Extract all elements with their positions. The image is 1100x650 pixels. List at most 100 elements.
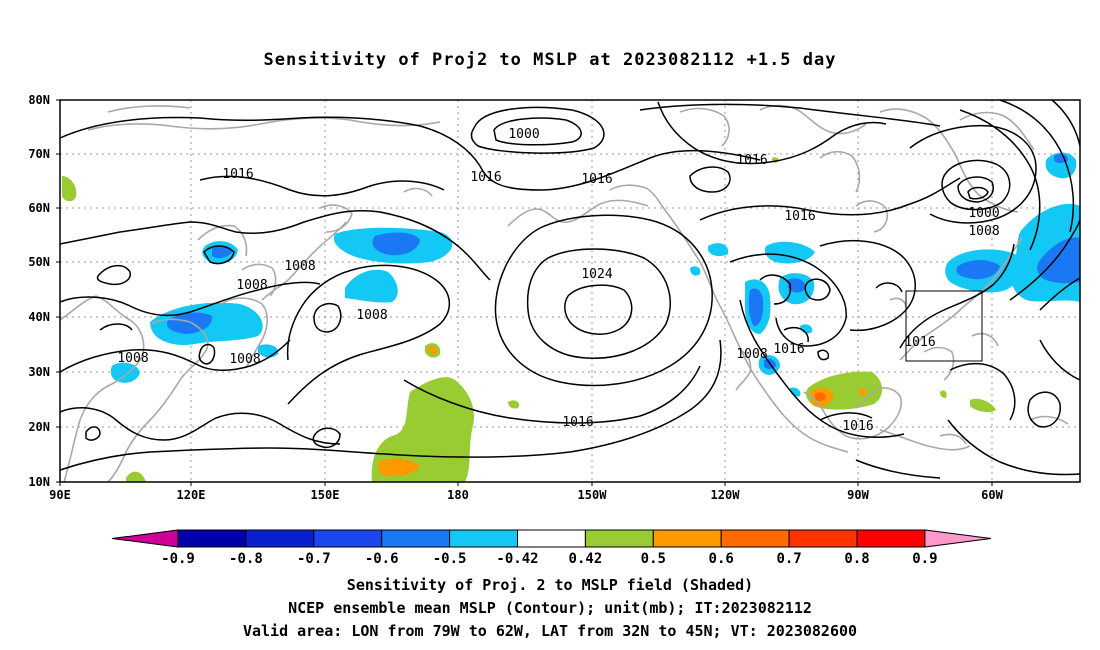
- contour-line: [198, 343, 216, 365]
- contour-line: [59, 339, 722, 471]
- contour-label: 1008: [229, 352, 260, 367]
- contour-line: [759, 274, 792, 305]
- lon-labels: 90E 120E 150E 180 150W 120W 90W 60W: [49, 488, 1003, 502]
- contour-label: 1008: [284, 259, 315, 274]
- caption-line-1: Sensitivity of Proj. 2 to MSLP field (Sh…: [346, 576, 754, 594]
- contour-label: 1008: [117, 351, 148, 366]
- lon-tick-label: 120E: [177, 488, 206, 502]
- shade-negative: [788, 278, 806, 293]
- contour-line: [59, 339, 291, 373]
- contour-label: 1016: [842, 419, 873, 434]
- contour-line: [689, 166, 731, 193]
- contour-label: 1008: [356, 308, 387, 323]
- contour-line: [493, 117, 582, 146]
- sensitivity-shading: [62, 152, 1080, 482]
- lon-tick-label: 150W: [578, 488, 608, 502]
- contour-line: [1039, 339, 1081, 381]
- map-frame: [59, 99, 1081, 483]
- mslp-contours: [59, 99, 1081, 479]
- lat-labels: 80N 70N 60N 50N 40N 30N 20N 10N: [28, 93, 50, 489]
- shade-positive: [378, 458, 420, 476]
- contour-label: 1016: [222, 167, 253, 182]
- colorbar-segment: [720, 529, 790, 548]
- lon-tick-label: 60W: [981, 488, 1003, 502]
- contour-line: [59, 407, 341, 445]
- contour-line: [639, 103, 941, 127]
- contour-line: [1009, 219, 1081, 301]
- contour-line: [875, 282, 903, 293]
- lat-tick-label: 60N: [28, 201, 50, 215]
- colorbar-segment: [652, 529, 722, 548]
- shade-negative: [345, 269, 398, 303]
- contour-line: [699, 177, 961, 221]
- contour-line: [1039, 277, 1081, 311]
- contour-line: [739, 299, 905, 439]
- colorbar-label: 0.5: [641, 551, 666, 567]
- captions: Sensitivity of Proj. 2 to MSLP field (Sh…: [0, 574, 1100, 643]
- contour-line: [312, 427, 341, 448]
- colorbar-label: 0.9: [912, 551, 937, 567]
- contour-labels: 1000 1016 1016 1016 1016 1016 1008 1008 …: [117, 127, 999, 434]
- shade-negative: [1037, 237, 1080, 284]
- contour-line: [85, 426, 101, 441]
- shade-positive: [62, 176, 77, 202]
- contour-line: [564, 284, 633, 335]
- contour-line: [199, 175, 445, 197]
- colorbar-segment: [449, 529, 519, 548]
- contour-line: [403, 365, 701, 424]
- colorbar-label: -0.9: [161, 551, 195, 567]
- colorbar-segment: [313, 529, 383, 548]
- colorbar-segment: [856, 529, 926, 548]
- colorbar-segment: [788, 529, 858, 548]
- contour-label: 1008: [736, 347, 767, 362]
- lon-tick-label: 180: [447, 488, 469, 502]
- contour-line: [470, 106, 605, 154]
- contour-line: [59, 281, 321, 317]
- colorbar-label: -0.7: [297, 551, 331, 567]
- contour-label: 1016: [773, 342, 804, 357]
- shade-negative: [690, 266, 701, 276]
- valid-area-box: [905, 290, 983, 362]
- contour-line: [909, 124, 1037, 224]
- contour-label: 1000: [968, 206, 999, 221]
- contour-line: [957, 176, 994, 203]
- colorbar-label: -0.5: [433, 551, 467, 567]
- colorbar-label: 0.7: [776, 551, 801, 567]
- contour-label: 1024: [581, 267, 612, 282]
- contour-label: 1016: [784, 209, 815, 224]
- lon-tick-label: 90W: [847, 488, 869, 502]
- contour-label: 1000: [508, 127, 539, 142]
- contour-label: 1016: [581, 172, 612, 187]
- contour-line: [804, 278, 831, 301]
- shade-positive: [508, 400, 520, 409]
- lon-tick-label: 150E: [311, 488, 340, 502]
- lat-tick-label: 40N: [28, 310, 50, 324]
- contour-line: [96, 264, 131, 286]
- shade-negative: [372, 232, 420, 256]
- shade-negative: [956, 260, 1000, 280]
- shade-negative: [748, 288, 764, 326]
- shade-negative: [212, 245, 232, 259]
- contour-label: 1008: [968, 224, 999, 239]
- colorbar-segment: [584, 529, 654, 548]
- contour-line: [1027, 391, 1061, 428]
- contour-line: [526, 248, 671, 359]
- colorbar-label: 0.42: [569, 551, 603, 567]
- contour-label: 1008: [236, 278, 267, 293]
- contour-line: [959, 109, 1041, 251]
- contour-line: [855, 459, 941, 479]
- colorbar-end-low: [111, 529, 179, 548]
- contour-label: 1016: [470, 170, 501, 185]
- shade-positive: [815, 392, 826, 401]
- shade-positive: [970, 398, 996, 413]
- contour-line: [819, 412, 873, 421]
- shade-positive: [371, 377, 475, 482]
- shade-positive: [428, 346, 438, 355]
- lat-tick-label: 70N: [28, 147, 50, 161]
- contour-line: [286, 264, 450, 405]
- colorbar-segment: [381, 529, 451, 548]
- shade-negative: [258, 344, 279, 358]
- colorbar-label: 0.8: [844, 551, 869, 567]
- plot-title: Sensitivity of Proj2 to MSLP at 20230821…: [263, 50, 837, 70]
- colorbar-label: -0.6: [365, 551, 399, 567]
